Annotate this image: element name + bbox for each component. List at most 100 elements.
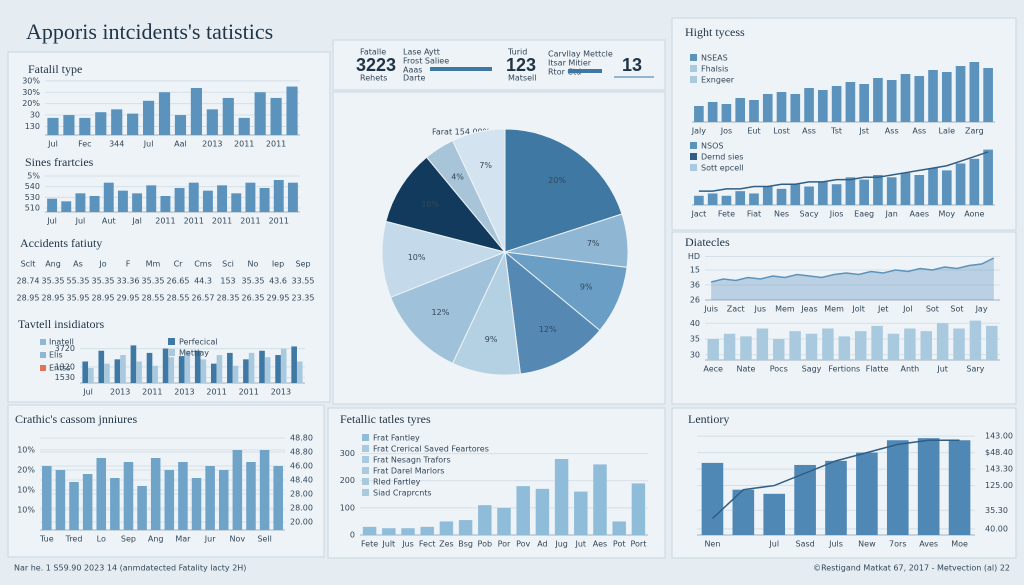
bar [47,198,58,212]
x-tick-label: 2013 [110,388,130,397]
bar [168,357,175,383]
bar [790,94,801,122]
bar [184,350,191,383]
y-tick-label: 26 [690,296,700,305]
y2-tick-label: 20.00 [290,518,313,527]
y-tick-label: 20% [17,466,35,475]
pie-slice [504,128,623,253]
x-tick-label: Jan [885,210,898,219]
x-tick-label: Sell [257,535,271,544]
y2-tick-label: 125.00 [985,481,1013,490]
chart-title: Diatecles [685,235,730,249]
table-header: As [73,260,83,269]
x-tick-label: Fiat [747,210,761,219]
bar [110,478,120,530]
bar [873,175,883,205]
bar [776,188,787,205]
x-tick-label: Jug [554,540,568,549]
bar [296,361,303,383]
right-middle-panel [671,231,1017,405]
x-tick-label: Tue [39,535,54,544]
x-tick-label: Pocs [770,365,788,374]
table-cell: 35.35 [142,277,165,286]
x-tick-label: 2013 [271,388,291,397]
kpi-label: Turid [507,48,527,57]
chart-title: Hight tycess [685,25,745,39]
x-tick-label: Sary [966,365,984,374]
pie-label: 9% [580,283,593,292]
x-tick-label: Jul [82,388,93,397]
y-tick-label: 40 [690,319,700,328]
chart-title: Fetallic tatles tyres [340,412,431,426]
bar [516,486,530,535]
bar [205,466,215,530]
legend-label: Frat Nesagn Trafors [373,456,451,465]
bar [123,462,134,530]
pie-label: 12% [539,325,557,334]
x-tick-label: Jus [401,540,414,549]
x-tick-label: Mem [824,305,844,314]
chart-title: Crathic's cassom jnniures [15,412,137,426]
bar [762,186,773,205]
pie-label: 10% [408,253,426,262]
bar [275,355,281,383]
bar [191,478,202,530]
kpi-note: Itsar Mitier [548,59,592,68]
y2-tick-label: 28.00 [290,504,313,513]
pie-slice [389,251,506,364]
x-tick-label: Jul [768,540,779,549]
kpi-note: Rtor Ctd [548,68,581,77]
kpi-value: 3223 [356,55,396,75]
bar [749,100,759,122]
bar [264,357,271,383]
kpi-note: Aaas [403,66,422,75]
bar [723,333,736,360]
bar [928,168,938,205]
y-tick-label: 15 [690,266,700,275]
pie-label: 9% [485,335,498,344]
y2-tick-label: 46.00 [290,462,313,471]
x-tick-label: 2011 [269,217,289,226]
y2-tick-label: 143.00 [985,432,1013,441]
x-tick-label: Jol [902,305,912,314]
side-label: Entss [49,364,71,373]
bar [259,450,270,530]
x-tick-label: 2011 [142,388,162,397]
kpi-note: Frost Saliee [403,57,449,66]
bar [117,190,128,212]
chart-title: Lentiory [688,412,729,426]
table-cell: 28.95 [92,294,115,303]
bar [152,365,158,383]
bar [291,346,297,383]
x-tick-label: Fete [718,210,735,219]
bar [845,82,856,122]
bar [439,521,454,535]
chart-title: Fatalil type [28,62,82,76]
table-header: Sep [295,260,310,269]
area-fill [711,258,994,300]
bar [721,104,732,122]
table-header: Iep [272,260,284,269]
x-tick-label: Flatte [866,365,889,374]
legend-swatch [690,153,697,160]
bar [143,100,155,135]
x-tick-label: Jul [75,217,86,226]
bar [273,180,284,212]
x-tick-label: Jul [46,217,57,226]
bar [164,470,175,530]
x-tick-label: Lale [939,127,956,136]
x-tick-label: Mar [175,535,191,544]
kpi-bar [568,69,602,73]
bar [953,328,965,360]
legend-label: Sott epcell [701,164,744,173]
bar [217,185,228,212]
bar [232,365,239,383]
table-header: Ang [45,260,61,269]
bar [194,350,201,383]
x-tick-label: Jul [143,140,154,149]
table-cell: 26.57 [192,294,215,303]
bar [789,331,801,360]
legend-label: Mettlay [179,349,209,358]
kpi-note: Darte [403,74,425,83]
x-tick-label: Sagy [802,365,822,374]
